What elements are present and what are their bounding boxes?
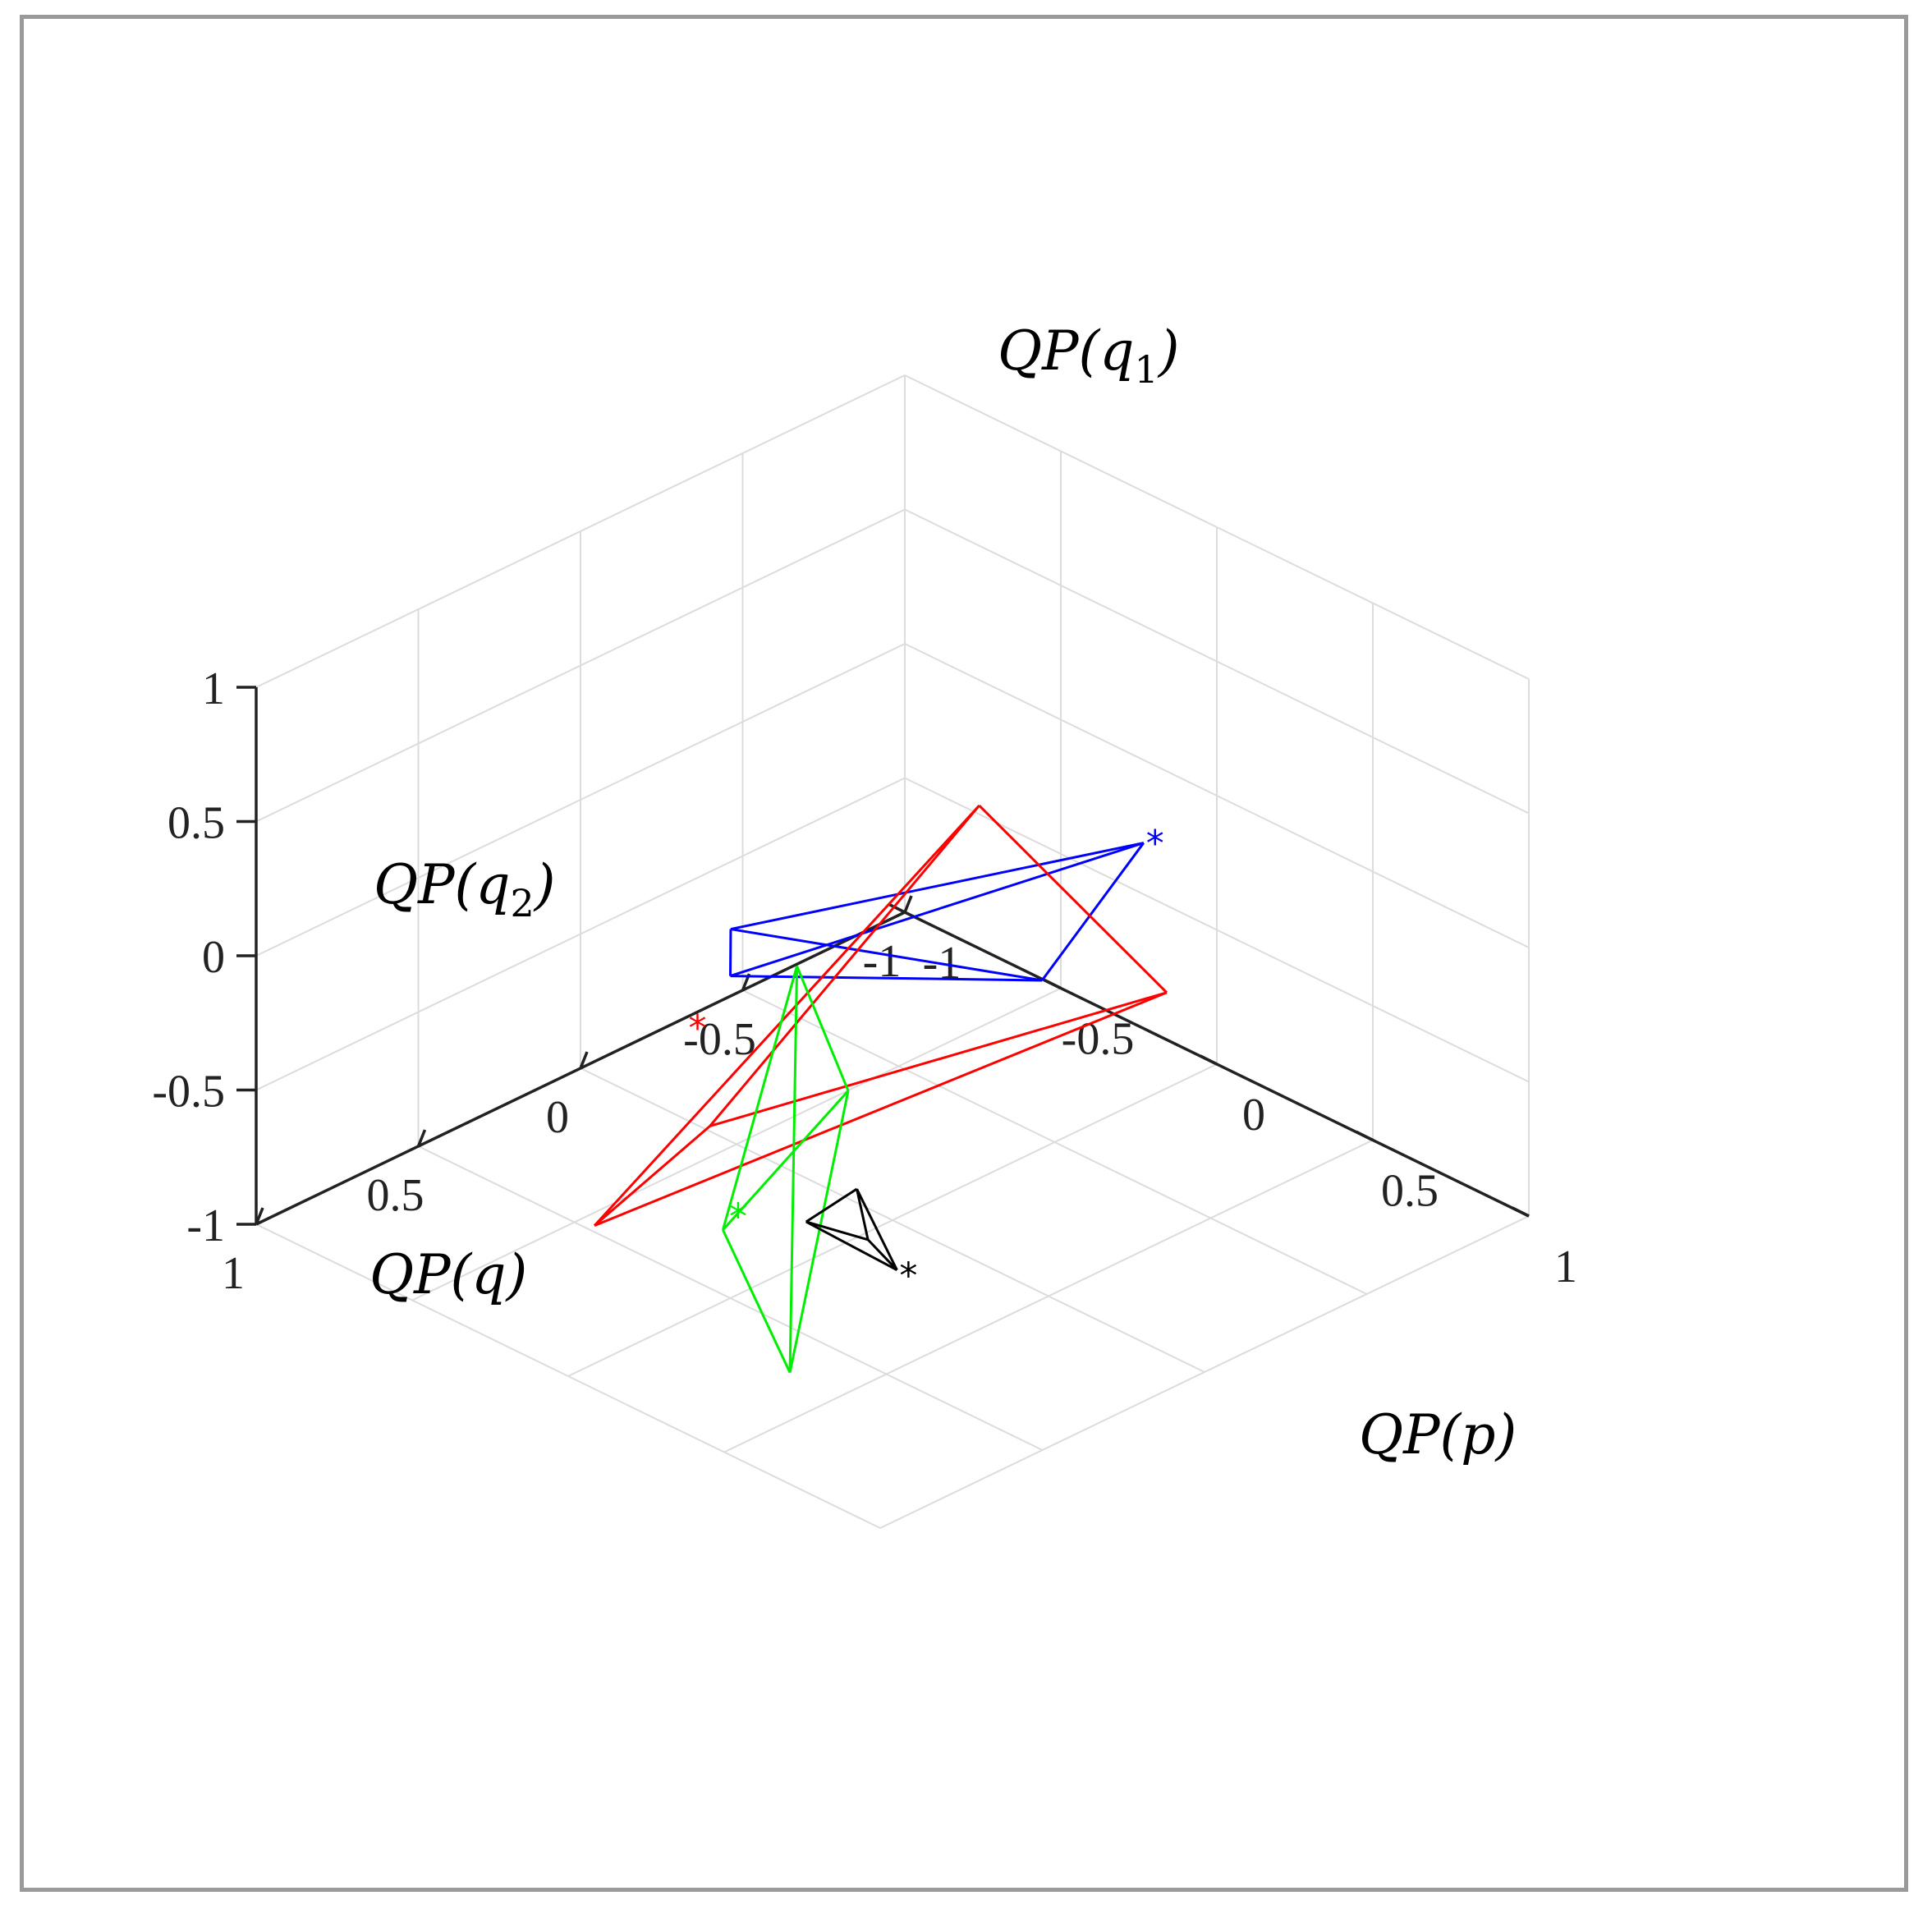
grid-line — [418, 1145, 1043, 1451]
grid-line — [567, 1063, 1218, 1377]
grid-line — [255, 643, 906, 957]
series-edge — [978, 804, 1168, 994]
series-edge — [805, 1220, 898, 1272]
series-edge — [722, 1090, 850, 1231]
series-marker: * — [1146, 823, 1164, 865]
x-tick-label: 0 — [546, 1092, 569, 1143]
x-tick — [416, 1129, 427, 1147]
series-edge — [867, 1238, 898, 1271]
label-layer: QP(q1) QP(q2) QP(q) QP(p) — [369, 319, 1517, 1466]
y-tick — [1356, 1130, 1374, 1142]
x-tick-label: -0.5 — [683, 1014, 756, 1065]
z-tick-label: -0.5 — [152, 1067, 225, 1118]
x-tick-label: 0.5 — [367, 1170, 424, 1221]
series-marker: * — [899, 1255, 917, 1297]
series-label: QP(q1) — [998, 319, 1180, 392]
x-tick-label: 1 — [222, 1248, 245, 1299]
series-edge — [856, 1188, 898, 1271]
y-tick-label: 0.5 — [1381, 1166, 1439, 1217]
series-label: QP(p) — [1359, 1403, 1517, 1466]
grid-line — [723, 1139, 1374, 1453]
y-tick — [888, 902, 906, 914]
grid-line — [255, 374, 906, 688]
grid-line — [904, 374, 1530, 680]
series-label: QP(q2) — [374, 853, 556, 925]
z-tick-label: -1 — [186, 1200, 225, 1251]
series-edge — [788, 966, 799, 1373]
series-3: * — [722, 966, 850, 1374]
series-edge — [730, 842, 1145, 931]
y-tick — [1200, 1054, 1218, 1066]
series-edge — [709, 991, 1168, 1127]
grid-line — [904, 643, 1530, 948]
x-tick — [903, 895, 913, 913]
x-tick — [255, 1207, 264, 1225]
z-tick-label: 0.5 — [168, 798, 225, 849]
series-edge — [788, 1090, 850, 1373]
series-edge — [856, 1188, 870, 1241]
grid-line — [904, 508, 1530, 815]
z-tick-label: 1 — [202, 663, 225, 714]
y-tick-label: -0.5 — [1062, 1014, 1135, 1065]
y-tick — [1044, 978, 1062, 990]
series-edge — [730, 928, 1043, 982]
x-tick — [579, 1051, 589, 1069]
series-edge — [796, 966, 850, 1092]
y-tick — [1512, 1206, 1530, 1218]
z-tick-label: 0 — [202, 932, 225, 983]
grid-line — [879, 1215, 1530, 1529]
series-edge — [594, 991, 1168, 1227]
series-1: * — [729, 823, 1164, 982]
series-marker: * — [729, 1196, 747, 1237]
series-layer: * * * * — [593, 804, 1168, 1374]
y-tick-label: 1 — [1554, 1242, 1577, 1292]
series-edge — [593, 805, 980, 1227]
series-2: * — [593, 804, 1168, 1227]
series-edge — [1040, 842, 1145, 981]
series-edge — [730, 842, 1145, 978]
series-edge — [730, 975, 1043, 982]
series-4: * — [805, 1187, 917, 1297]
series-edge — [805, 1220, 869, 1242]
grid-line — [255, 508, 906, 823]
series-edge — [805, 1187, 858, 1223]
series-label: QP(q) — [369, 1243, 527, 1306]
grid-line — [255, 1223, 881, 1529]
figure-frame — [20, 15, 1908, 1892]
series-marker: * — [688, 1007, 706, 1049]
series-edge — [594, 1125, 711, 1227]
series-edge — [709, 805, 980, 1127]
series-edge — [722, 1229, 792, 1374]
y-tick-label: 0 — [1242, 1090, 1265, 1141]
series-edge — [722, 966, 799, 1231]
axes-layer: 10.50-0.5-110.50-0.5-1-1-0.500.51 — [152, 663, 1577, 1299]
